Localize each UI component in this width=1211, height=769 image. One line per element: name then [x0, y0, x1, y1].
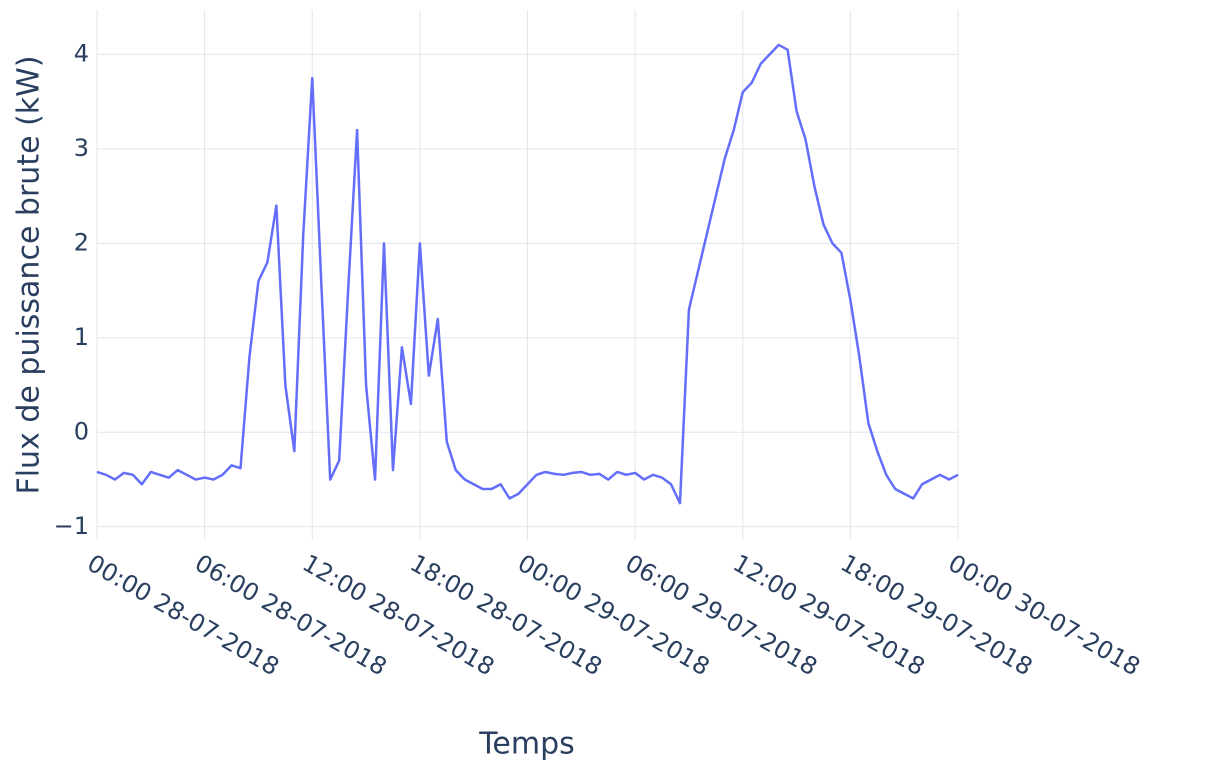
x-axis-label: Temps: [478, 727, 575, 762]
x-tick-label: 06:00 28-07-2018: [190, 549, 391, 681]
y-axis-label: Flux de puissance brute (kW): [12, 55, 47, 494]
x-tick-label: 00:00 28-07-2018: [83, 549, 284, 681]
y-tick-label: 3: [74, 134, 89, 162]
x-tick-label: 06:00 29-07-2018: [621, 549, 822, 681]
data-line: [96, 43, 959, 505]
x-tick-label: 00:00 30-07-2018: [944, 549, 1145, 681]
y-tick-label: −1: [54, 512, 89, 540]
x-tick-label: 12:00 28-07-2018: [298, 549, 499, 681]
x-tick-label: 12:00 29-07-2018: [728, 549, 929, 681]
y-tick-label: 0: [74, 417, 89, 445]
x-tick-label: 18:00 29-07-2018: [836, 549, 1037, 681]
x-tick-label: 18:00 28-07-2018: [405, 549, 606, 681]
y-tick-label: 4: [74, 39, 89, 67]
x-tick-label: 00:00 29-07-2018: [513, 549, 714, 681]
y-tick-label: 2: [74, 228, 89, 256]
y-tick-label: 1: [74, 323, 89, 351]
